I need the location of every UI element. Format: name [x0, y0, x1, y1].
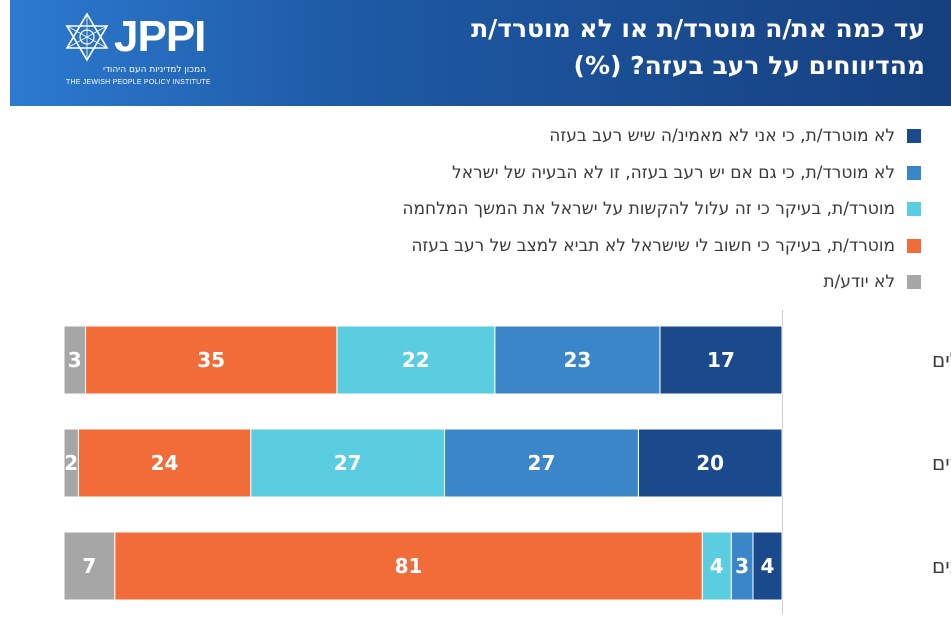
- legend: לא מוטרד/ת, כי אני לא מאמינ/ה שיש רעב בע…: [221, 118, 921, 301]
- bar-segment: [659, 325, 783, 395]
- stacked-bar-chart: 172322353כלל הישראלים202727242יהודים4348…: [63, 310, 951, 614]
- data-label: 7: [82, 554, 96, 578]
- bar-segment: [637, 428, 783, 498]
- data-label: 81: [395, 554, 423, 578]
- legend-label: לא מוטרד/ת, כי אני לא מאמינ/ה שיש רעב בע…: [549, 126, 895, 147]
- star-of-david-icon: [65, 12, 109, 62]
- data-label: 3: [735, 554, 749, 578]
- category-label: יהודים: [932, 451, 951, 475]
- legend-swatch: [907, 165, 921, 180]
- data-label: 3: [68, 348, 82, 372]
- legend-label: מוטרד/ת, בעיקר כי זה עלול להקשות על ישרא…: [402, 199, 895, 220]
- bar-row: 20 27 27 24 2: [63, 428, 783, 498]
- bar-segment: [444, 428, 639, 498]
- legend-swatch: [907, 275, 921, 290]
- legend-swatch: [907, 238, 921, 253]
- bar-segment: [250, 428, 446, 498]
- bar-segment: [494, 325, 661, 395]
- category-label: כלל הישראלים: [932, 348, 951, 372]
- bar-segment: [85, 325, 338, 395]
- bar-segment: [701, 531, 732, 601]
- data-label: 22: [402, 348, 430, 372]
- category-label: ערבים: [932, 554, 951, 578]
- bar-segment: [63, 325, 87, 395]
- bar-segment: [63, 531, 116, 601]
- legend-item: לא מוטרד/ת, כי גם אם יש רעב בעזה, זו לא …: [221, 155, 921, 192]
- title-line-1: עד כמה את/ה מוטרד/ת או לא מוטרד/ת: [471, 14, 925, 43]
- header-banner: JPPI המכון למדיניות העם היהודי THE JEWIS…: [10, 0, 951, 106]
- bar-segment: [752, 531, 783, 601]
- legend-label: מוטרד/ת, בעיקר כי חשוב לי שישראל לא תביא…: [411, 235, 895, 256]
- bar-segment: [114, 531, 703, 601]
- data-label: 27: [334, 451, 362, 475]
- data-label: 2: [64, 451, 78, 475]
- data-label: 4: [761, 554, 775, 578]
- bar-segment: [336, 325, 496, 395]
- data-label: 4: [710, 554, 724, 578]
- legend-swatch: [907, 202, 921, 217]
- chart-title: עד כמה את/ה מוטרד/ת או לא מוטרד/ת מהדיוו…: [345, 10, 925, 84]
- logo-subtitle-hebrew: המכון למדיניות העם היהודי: [102, 65, 206, 75]
- data-label: 35: [197, 348, 225, 372]
- legend-item: לא מוטרד/ת, כי אני לא מאמינ/ה שיש רעב בע…: [221, 118, 921, 155]
- bar-segment: [63, 428, 79, 498]
- title-line-2: מהדיווחים על רעב בעזה? (%): [573, 51, 925, 80]
- bar-row: 17 23 22 35 3: [63, 325, 783, 395]
- legend-item: לא יודע/ת: [221, 264, 921, 301]
- data-label: 27: [528, 451, 556, 475]
- jppi-logo: JPPI המכון למדיניות העם היהודי THE JEWIS…: [60, 10, 220, 90]
- legend-label: לא יודע/ת: [823, 272, 895, 293]
- data-label: 24: [151, 451, 179, 475]
- bar-row: 434 81 7: [63, 531, 783, 601]
- logo-subtitle-english: THE JEWISH PEOPLE POLICY INSTITUTE: [66, 79, 211, 86]
- bar-segment: [77, 428, 252, 498]
- legend-swatch: [907, 129, 921, 144]
- data-label: 23: [563, 348, 591, 372]
- legend-label: לא מוטרד/ת, כי גם אם יש רעב בעזה, זו לא …: [452, 162, 895, 183]
- data-label: 17: [707, 348, 735, 372]
- logo-wordmark: JPPI: [114, 12, 206, 61]
- legend-item: מוטרד/ת, בעיקר כי זה עלול להקשות על ישרא…: [221, 191, 921, 228]
- legend-item: מוטרד/ת, בעיקר כי חשוב לי שישראל לא תביא…: [221, 228, 921, 265]
- data-label: 20: [696, 451, 724, 475]
